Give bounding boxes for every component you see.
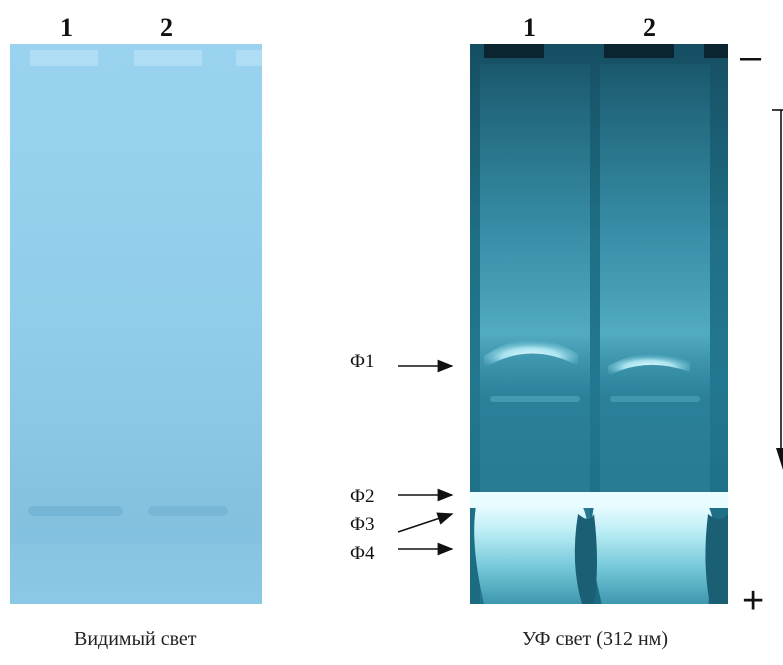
- visible-band-lane-2: [148, 506, 228, 516]
- band-label-f2: Ф2: [350, 486, 375, 507]
- uv-band-f3-f4-lane-1: [474, 506, 588, 604]
- visible-light-gel: [10, 44, 262, 604]
- uv-band-f3-f4-lane-2: [591, 506, 714, 604]
- band-label-f1: Ф1: [350, 351, 375, 372]
- visible-band-lane-1: [28, 506, 123, 516]
- anode-sign: +: [742, 580, 765, 622]
- visible-well-2: [134, 50, 202, 66]
- uv-light-gel: [470, 44, 728, 604]
- uv-band-f1-lane-1: [484, 339, 578, 368]
- arrow-f3: [397, 512, 454, 533]
- visible-well-1: [30, 50, 98, 66]
- visible-light-caption: Видимый свет: [74, 628, 197, 650]
- uv-lane-2-number: 2: [643, 13, 656, 42]
- uv-band-f2: [470, 492, 728, 508]
- migration-arrowhead: [776, 448, 783, 470]
- uv-lane-1-number: 1: [523, 13, 536, 42]
- visible-lane-1-number: 1: [60, 13, 73, 42]
- visible-lane-2-number: 2: [160, 13, 173, 42]
- cathode-sign: –: [740, 36, 762, 78]
- uv-well-2: [604, 44, 674, 58]
- uv-light-caption: УФ свет (312 нм): [522, 628, 668, 650]
- band-label-f4: Ф4: [350, 543, 375, 564]
- uv-band-f1-lane-2: [608, 353, 690, 376]
- uv-well-1: [484, 44, 544, 58]
- band-label-f3: Ф3: [350, 514, 375, 535]
